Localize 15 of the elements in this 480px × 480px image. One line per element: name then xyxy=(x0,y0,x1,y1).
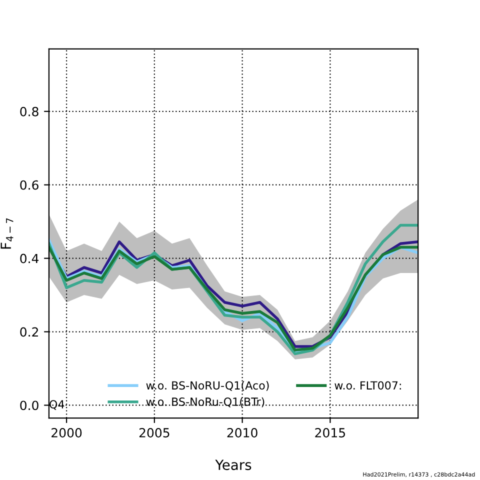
y-axis-title: F$_{4−7}$ xyxy=(0,218,14,249)
x-tick-label: 2000 xyxy=(52,428,82,438)
legend-label: w.o. BS-NoRu-Q1(BTr) xyxy=(146,397,264,408)
y-tick-label: 0.2 xyxy=(20,327,38,337)
x-axis-title: Years xyxy=(215,460,252,470)
y-tick-label: 0.8 xyxy=(20,106,38,116)
y-tick-label: 0.4 xyxy=(20,254,39,264)
y-tick-label: 0.6 xyxy=(20,180,38,190)
x-tick-label: 2005 xyxy=(139,428,170,438)
y-tick-label: 0.0 xyxy=(20,400,38,410)
legend-label: w.o. BS-NoRU-Q1(Aco) xyxy=(146,381,269,391)
x-tick-label: 2015 xyxy=(315,428,346,438)
x-tick-label: 2010 xyxy=(227,428,258,438)
annotation: Q4 xyxy=(50,400,64,410)
legend-label: w.o. FLT007: xyxy=(334,381,401,390)
